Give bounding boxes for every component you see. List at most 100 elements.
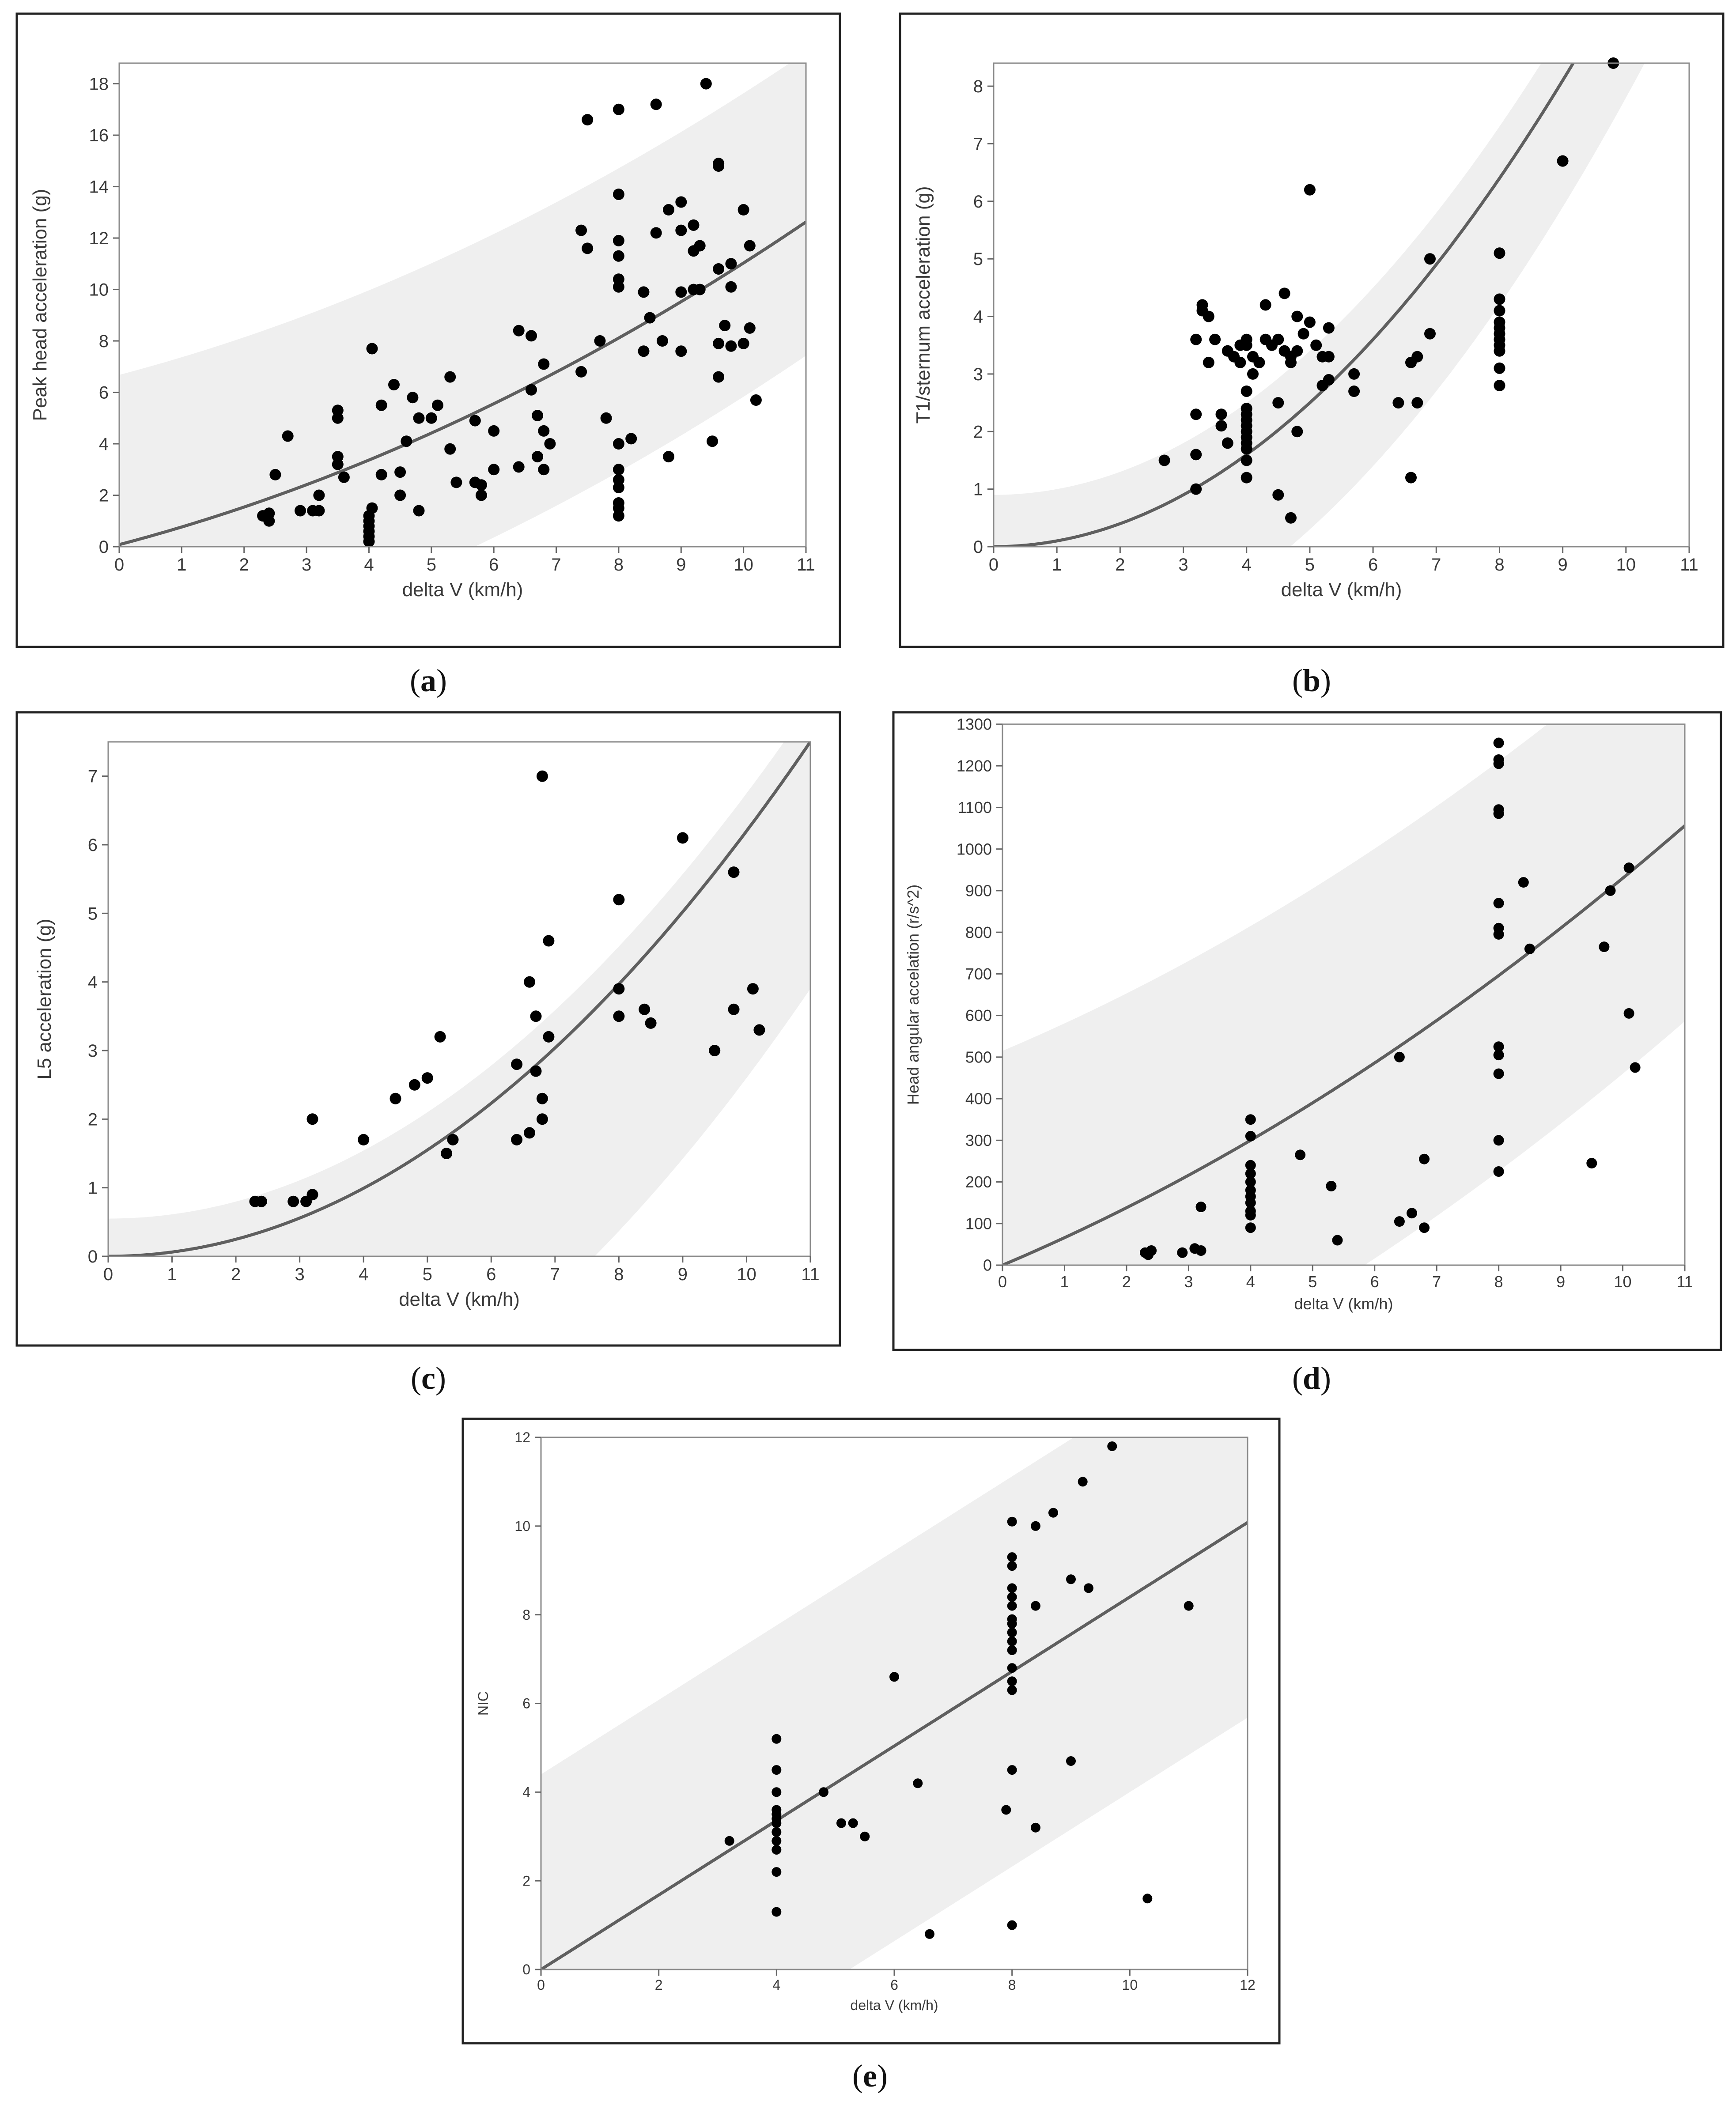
x-tick-label: 8 [614, 1265, 624, 1284]
data-point [713, 263, 725, 275]
data-point [613, 103, 624, 115]
y-tick-label: 6 [973, 192, 983, 212]
data-point [1007, 1685, 1017, 1695]
y-tick-label: 0 [88, 1247, 98, 1266]
data-point [1007, 1516, 1017, 1527]
data-point [750, 394, 762, 406]
data-point [1007, 1920, 1017, 1930]
y-tick-label: 8 [973, 77, 983, 96]
x-tick-label: 2 [239, 555, 249, 575]
data-point [407, 392, 419, 404]
x-tick-label: 5 [1308, 1273, 1317, 1291]
x-axis-label: delta V (km/h) [402, 579, 523, 601]
data-point [889, 1672, 899, 1682]
data-point [1184, 1601, 1194, 1611]
x-tick-label: 11 [801, 1265, 820, 1284]
data-point [772, 1827, 782, 1837]
x-tick-label: 0 [537, 1977, 545, 1993]
data-point [819, 1787, 828, 1797]
data-point [1310, 339, 1322, 351]
y-axis-label: Head angular accelation (r/s^2) [904, 885, 922, 1105]
data-point [1291, 426, 1303, 438]
data-point [772, 1818, 782, 1828]
data-point [1259, 299, 1271, 311]
y-tick-label: 2 [88, 1110, 98, 1129]
x-tick-label: 10 [734, 555, 753, 575]
data-point [543, 935, 555, 947]
data-point [1493, 929, 1504, 940]
data-point [700, 78, 712, 90]
y-tick-label: 7 [88, 767, 98, 786]
data-point [713, 337, 725, 349]
data-point [538, 358, 550, 370]
data-point [645, 1017, 657, 1029]
y-tick-label: 1100 [958, 798, 992, 816]
data-point [538, 425, 550, 437]
x-axis-label: delta V (km/h) [1281, 579, 1402, 601]
data-point [1392, 397, 1404, 409]
data-point [511, 1058, 523, 1070]
y-tick-label: 800 [965, 923, 992, 941]
data-point [366, 343, 378, 355]
data-point [394, 489, 406, 501]
data-point [388, 379, 400, 391]
data-point [713, 371, 725, 383]
y-tick-label: 1200 [957, 757, 992, 775]
y-tick-label: 4 [522, 1784, 530, 1800]
panel-b: 0 1 2 3 4 5 6 7 8 9 10 11 0 1 2 3 4 5 6 7 8 delta V (km/h) T1/… [899, 12, 1725, 648]
data-point [694, 283, 706, 295]
data-point [1190, 333, 1202, 345]
data-point [1215, 408, 1227, 420]
data-point [728, 1003, 740, 1015]
data-point [475, 489, 487, 501]
y-tick-label: 500 [965, 1048, 992, 1066]
y-tick-label: 1 [88, 1179, 98, 1198]
data-point [1493, 737, 1504, 748]
data-point [1630, 1062, 1641, 1073]
data-point [306, 1189, 318, 1201]
data-point [1272, 489, 1284, 501]
data-point [390, 1092, 401, 1104]
data-point [1031, 1822, 1040, 1833]
x-tick-label: 7 [551, 555, 561, 575]
x-tick-label: 1 [177, 555, 186, 575]
data-point [1411, 351, 1423, 363]
y-tick-label: 12 [514, 1429, 530, 1445]
data-point [1241, 472, 1252, 484]
data-point [282, 430, 294, 442]
y-tick-label: 6 [99, 383, 109, 403]
data-point [366, 502, 378, 514]
data-point [1245, 1210, 1256, 1221]
x-tick-label: 3 [1184, 1273, 1193, 1291]
x-tick-label: 3 [302, 555, 311, 575]
y-tick-label: 1300 [957, 715, 992, 733]
y-axis-label: L5 acceleration (g) [34, 919, 55, 1079]
data-point [1348, 368, 1360, 380]
data-point [434, 1031, 446, 1043]
data-point [1245, 1176, 1256, 1187]
data-point [1245, 1160, 1256, 1171]
y-axis-label: NIC [475, 1691, 491, 1716]
data-point [375, 399, 387, 411]
data-point [524, 1127, 535, 1139]
x-tick-label: 1 [167, 1265, 177, 1284]
data-point [1066, 1756, 1076, 1766]
data-point [1419, 1153, 1430, 1164]
data-point [772, 1867, 782, 1877]
data-point [1190, 483, 1202, 495]
x-tick-label: 1 [1060, 1273, 1069, 1291]
data-point [532, 451, 544, 463]
y-tick-label: 10 [89, 280, 109, 300]
data-point [488, 425, 500, 437]
data-point [363, 536, 375, 548]
y-tick-label: 6 [88, 835, 98, 855]
data-point [675, 345, 687, 357]
data-point [613, 250, 624, 262]
data-point [1419, 1222, 1430, 1233]
data-point [638, 345, 650, 357]
x-tick-label: 6 [1370, 1273, 1379, 1291]
data-point [675, 286, 687, 298]
y-tick-label: 400 [965, 1090, 992, 1108]
data-point [536, 1113, 548, 1125]
